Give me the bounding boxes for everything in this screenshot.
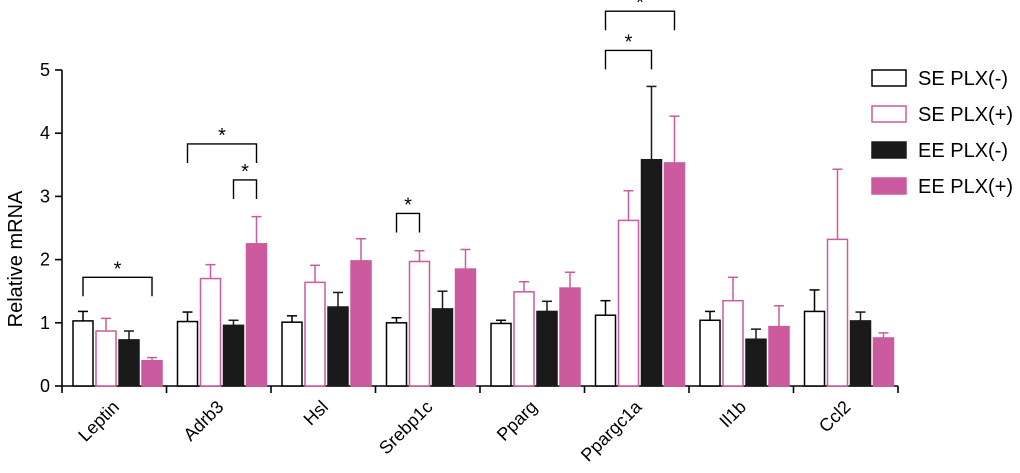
bar: [490, 322, 512, 387]
category-labels: Leptin Adrb3 Hsl Srebp1c Pparg Ppargc1a Il1b Cc…: [74, 396, 854, 465]
bar: [722, 299, 744, 387]
bar: [327, 306, 349, 387]
error-bars: [78, 85, 889, 361]
significance-star: *: [625, 31, 633, 53]
bar: [803, 310, 826, 387]
bar: [304, 281, 326, 387]
bar: [640, 158, 663, 387]
significance-star: *: [241, 161, 249, 183]
category-label: Adrb3: [179, 397, 227, 445]
bar: [559, 287, 581, 387]
category-label: Srebp1c: [375, 397, 437, 459]
legend-label: SE PLX(-): [918, 68, 1008, 90]
bar: [245, 243, 268, 387]
bar: [699, 319, 721, 387]
legend-swatch: [871, 141, 907, 159]
significance-star: *: [404, 194, 412, 216]
bar: [513, 291, 535, 387]
y-tick-label: 0: [40, 376, 50, 396]
category-label: Pparg: [493, 397, 541, 445]
bar: [281, 321, 303, 387]
category-label: Hsl: [300, 397, 333, 430]
legend-swatch: [871, 69, 907, 87]
y-tick-label: 5: [40, 60, 50, 80]
bar: [350, 260, 372, 387]
legend-swatch: [871, 105, 907, 123]
bar: [222, 324, 245, 387]
bar: [408, 260, 431, 387]
legend-swatch: [871, 177, 907, 195]
category-label: Il1b: [715, 397, 750, 432]
legend-label: EE PLX(-): [918, 140, 1008, 162]
significance-star: *: [636, 0, 644, 14]
bar: [118, 339, 140, 387]
legend: SE PLX(-) SE PLX(+) EE PLX(-) EE PLX(+): [871, 68, 1013, 198]
bar: [199, 277, 222, 387]
bar: [72, 320, 94, 387]
significance-star: *: [114, 258, 122, 280]
bars: [72, 158, 895, 387]
y-tick-label: 1: [40, 313, 50, 333]
bar: [536, 310, 558, 387]
bar: [826, 238, 849, 387]
bar: [95, 330, 117, 387]
significance-brackets: * * * * * *: [82, 0, 676, 297]
significance-bracket: [604, 49, 653, 70]
category-label: Ccl2: [815, 397, 855, 437]
category-label: Leptin: [74, 397, 123, 446]
bar: [431, 308, 454, 387]
bar: [454, 268, 477, 387]
bar: [594, 314, 617, 387]
significance-bracket: [82, 276, 153, 297]
significance-bracket: [604, 10, 676, 31]
bar: [663, 162, 686, 387]
category-label: Ppargc1a: [577, 396, 646, 465]
significance-bracket: [232, 179, 258, 199]
y-tick-label: 4: [40, 123, 50, 143]
bar: [176, 320, 199, 387]
bar: [849, 320, 872, 387]
y-tick-label: 3: [40, 186, 50, 206]
legend-label: SE PLX(+): [918, 104, 1013, 126]
y-tick-label: 2: [40, 250, 50, 270]
significance-bracket: [395, 212, 421, 233]
bar: [745, 338, 767, 387]
legend-label: EE PLX(+): [918, 176, 1013, 198]
bar: [385, 322, 408, 387]
bar: [768, 325, 790, 387]
bar: [872, 337, 895, 387]
bar: [617, 219, 640, 387]
y-axis-title: Relative mRNA: [5, 190, 27, 327]
significance-bracket: [186, 143, 258, 163]
bar: [141, 359, 163, 387]
significance-star: *: [218, 125, 226, 147]
